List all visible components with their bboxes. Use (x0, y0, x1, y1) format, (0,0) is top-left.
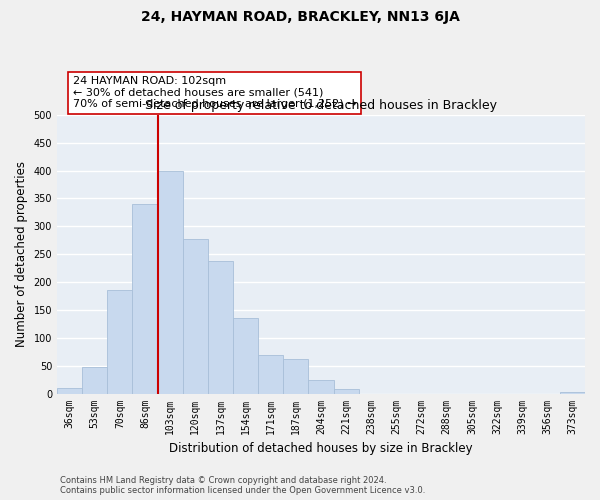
Bar (107, 290, 133, 394)
Text: Contains HM Land Registry data © Crown copyright and database right 2024.
Contai: Contains HM Land Registry data © Crown c… (60, 476, 425, 495)
X-axis label: Distribution of detached houses by size in Brackley: Distribution of detached houses by size … (169, 442, 473, 455)
Bar (283, 359, 308, 394)
Text: 24, HAYMAN ROAD, BRACKLEY, NN13 6JA: 24, HAYMAN ROAD, BRACKLEY, NN13 6JA (140, 10, 460, 24)
Bar (334, 389, 359, 394)
Bar (233, 318, 258, 394)
Bar (57, 388, 82, 394)
Y-axis label: Number of detached properties: Number of detached properties (15, 161, 28, 347)
Text: 24 HAYMAN ROAD: 102sqm
← 30% of detached houses are smaller (541)
70% of semi-de: 24 HAYMAN ROAD: 102sqm ← 30% of detached… (73, 76, 356, 110)
Bar (183, 238, 208, 394)
Bar (560, 392, 585, 394)
Bar (258, 354, 283, 394)
Bar (82, 368, 107, 394)
Bar (133, 204, 158, 394)
Title: Size of property relative to detached houses in Brackley: Size of property relative to detached ho… (145, 100, 497, 112)
Bar (208, 261, 233, 394)
Bar (308, 380, 334, 394)
Bar (158, 170, 183, 394)
